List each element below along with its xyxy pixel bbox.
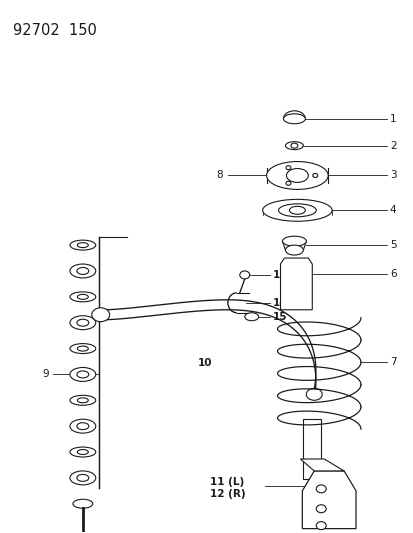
Ellipse shape (262, 199, 331, 221)
Text: 6: 6 (389, 269, 395, 279)
Ellipse shape (266, 161, 328, 189)
Ellipse shape (73, 499, 93, 508)
Ellipse shape (70, 344, 95, 353)
Ellipse shape (239, 271, 249, 279)
Ellipse shape (77, 449, 88, 455)
Ellipse shape (77, 319, 88, 326)
Polygon shape (300, 459, 343, 471)
Ellipse shape (316, 505, 325, 513)
Polygon shape (301, 471, 355, 529)
Text: 15: 15 (272, 312, 286, 322)
Ellipse shape (282, 236, 306, 246)
Ellipse shape (77, 371, 88, 378)
Text: 9: 9 (43, 369, 49, 379)
Ellipse shape (70, 367, 95, 382)
Text: 3: 3 (389, 171, 395, 181)
Text: 11 (L): 11 (L) (209, 477, 244, 487)
Ellipse shape (77, 423, 88, 430)
Text: 14: 14 (272, 298, 287, 308)
Ellipse shape (77, 474, 88, 481)
Ellipse shape (70, 471, 95, 485)
Ellipse shape (77, 294, 88, 300)
Ellipse shape (70, 316, 95, 330)
Text: 13: 13 (272, 270, 286, 280)
Ellipse shape (70, 395, 95, 405)
Text: 1: 1 (389, 114, 395, 124)
Text: 4: 4 (389, 205, 395, 215)
Ellipse shape (244, 313, 258, 321)
Text: 5: 5 (389, 240, 395, 250)
Ellipse shape (285, 142, 303, 150)
Ellipse shape (285, 245, 303, 255)
Ellipse shape (285, 181, 290, 185)
Ellipse shape (278, 204, 316, 217)
Ellipse shape (92, 308, 109, 322)
Ellipse shape (70, 447, 95, 457)
Ellipse shape (316, 485, 325, 493)
Ellipse shape (283, 114, 305, 124)
Ellipse shape (290, 143, 297, 148)
Text: 2: 2 (389, 141, 395, 151)
Text: 7: 7 (389, 357, 395, 367)
Ellipse shape (70, 240, 95, 250)
Ellipse shape (289, 206, 305, 214)
Ellipse shape (306, 389, 321, 400)
Ellipse shape (77, 243, 88, 248)
Text: 12 (R): 12 (R) (209, 489, 245, 499)
Polygon shape (280, 258, 311, 310)
Ellipse shape (312, 173, 317, 177)
Ellipse shape (77, 268, 88, 274)
Ellipse shape (70, 292, 95, 302)
Ellipse shape (70, 419, 95, 433)
Ellipse shape (316, 522, 325, 530)
Ellipse shape (286, 168, 308, 182)
Ellipse shape (285, 166, 290, 169)
Text: 8: 8 (216, 171, 222, 181)
Text: 10: 10 (197, 358, 212, 368)
Ellipse shape (77, 346, 88, 351)
Ellipse shape (70, 264, 95, 278)
Text: 92702  150: 92702 150 (13, 23, 97, 38)
Bar (303, 419, 320, 479)
Ellipse shape (77, 398, 88, 403)
